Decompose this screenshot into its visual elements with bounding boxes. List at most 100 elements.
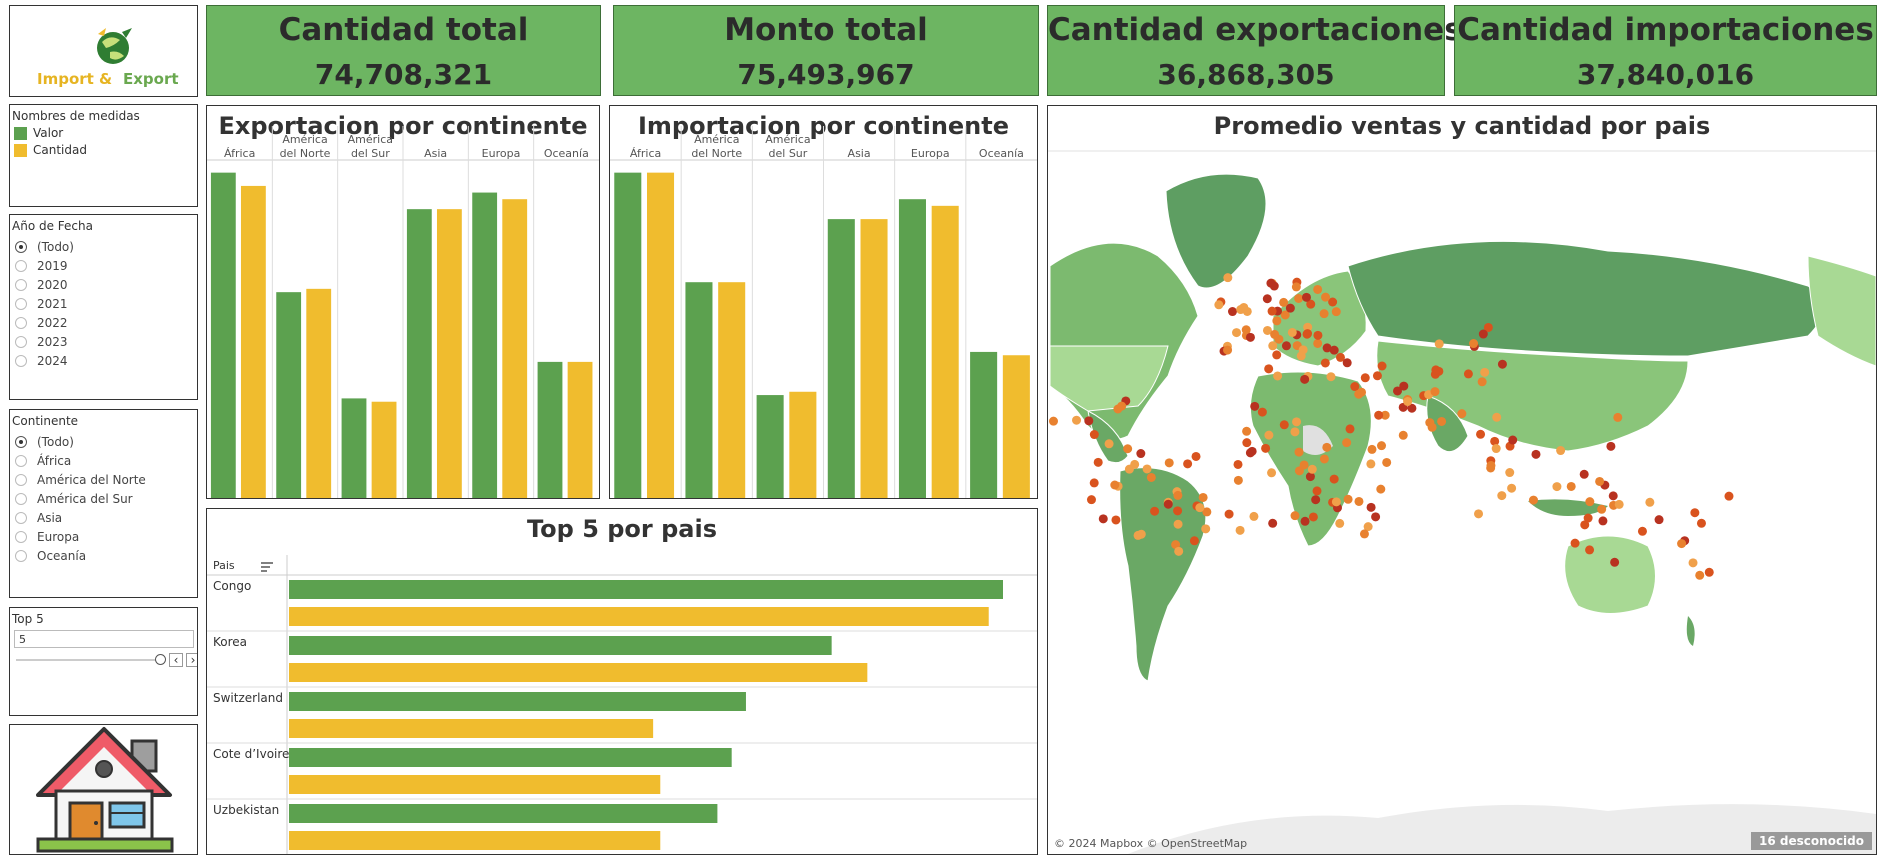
bar-valor[interactable] (537, 361, 563, 498)
country-marker[interactable] (1287, 327, 1297, 337)
country-marker[interactable] (1483, 322, 1493, 332)
country-marker[interactable] (1294, 293, 1304, 303)
country-marker[interactable] (1570, 538, 1580, 548)
country-markers[interactable] (1048, 273, 1734, 580)
country-marker[interactable] (1343, 494, 1353, 504)
country-marker[interactable] (1123, 444, 1133, 454)
country-marker[interactable] (1508, 435, 1518, 445)
country-marker[interactable] (1223, 345, 1233, 355)
top-param-next-button[interactable]: › (186, 653, 197, 667)
country-marker[interactable] (1301, 292, 1311, 302)
country-marker[interactable] (1191, 451, 1201, 461)
country-marker[interactable] (1371, 512, 1381, 522)
country-marker[interactable] (1290, 427, 1300, 437)
country-marker[interactable] (1173, 506, 1183, 516)
country-marker[interactable] (1480, 367, 1490, 377)
country-marker[interactable] (1608, 491, 1618, 501)
country-marker[interactable] (1048, 416, 1058, 426)
year-option-2019[interactable]: 2019 (15, 258, 197, 273)
country-marker[interactable] (1354, 496, 1364, 506)
country-marker[interactable] (1299, 460, 1309, 470)
country-marker[interactable] (1242, 438, 1252, 448)
country-marker[interactable] (1189, 536, 1199, 546)
country-marker[interactable] (1313, 330, 1323, 340)
country-marker[interactable] (1133, 530, 1143, 540)
country-marker[interactable] (1311, 495, 1321, 505)
country-marker[interactable] (1606, 441, 1616, 451)
bar-cantidad[interactable] (289, 775, 661, 794)
country-marker[interactable] (1111, 515, 1121, 525)
country-marker[interactable] (1585, 545, 1595, 555)
country-marker[interactable] (1556, 446, 1566, 456)
country-marker[interactable] (1366, 459, 1376, 469)
country-marker[interactable] (1724, 491, 1734, 501)
country-marker[interactable] (1595, 476, 1605, 486)
country-marker[interactable] (1677, 539, 1687, 549)
country-marker[interactable] (1163, 499, 1173, 509)
country-marker[interactable] (1486, 460, 1496, 470)
country-marker[interactable] (1552, 482, 1562, 492)
bar-valor[interactable] (289, 636, 832, 655)
country-marker[interactable] (1566, 481, 1576, 491)
country-marker[interactable] (1328, 297, 1338, 307)
bar-cantidad[interactable] (436, 209, 462, 498)
country-marker[interactable] (1329, 474, 1339, 484)
country-marker[interactable] (1382, 457, 1392, 467)
country-marker[interactable] (1490, 436, 1500, 446)
bar-cantidad[interactable] (289, 607, 989, 626)
top-param-prev-button[interactable]: ‹ (169, 653, 183, 667)
country-marker[interactable] (1377, 361, 1387, 371)
country-marker[interactable] (1202, 507, 1212, 517)
country-marker[interactable] (1224, 509, 1234, 519)
country-marker[interactable] (1214, 300, 1224, 310)
country-marker[interactable] (1610, 557, 1620, 567)
country-marker[interactable] (1296, 351, 1306, 361)
country-marker[interactable] (1267, 306, 1277, 316)
bar-valor[interactable] (827, 219, 855, 498)
year-option-todo[interactable]: (Todo) (15, 239, 197, 254)
country-marker[interactable] (1262, 294, 1272, 304)
legend-item-valor[interactable]: Valor (14, 126, 197, 140)
bar-valor[interactable] (685, 282, 713, 498)
country-marker[interactable] (1345, 424, 1355, 434)
country-marker[interactable] (1398, 430, 1408, 440)
country-marker[interactable] (1457, 409, 1467, 419)
sort-icon[interactable] (261, 562, 273, 572)
country-marker[interactable] (1463, 369, 1473, 379)
country-marker[interactable] (1319, 454, 1329, 464)
country-marker[interactable] (1688, 558, 1698, 568)
bar-valor[interactable] (756, 395, 784, 498)
country-marker[interactable] (1227, 307, 1237, 317)
country-marker[interactable] (1357, 387, 1367, 397)
top-param-slider-track[interactable] (16, 659, 162, 661)
bar-valor[interactable] (970, 351, 998, 498)
country-marker[interactable] (1407, 403, 1417, 413)
country-marker[interactable] (1269, 281, 1279, 291)
country-marker[interactable] (1376, 484, 1386, 494)
country-marker[interactable] (1654, 515, 1664, 525)
country-marker[interactable] (1377, 441, 1387, 451)
country-marker[interactable] (1285, 303, 1295, 313)
country-marker[interactable] (1146, 472, 1156, 482)
country-marker[interactable] (1474, 509, 1484, 519)
country-marker[interactable] (1264, 430, 1274, 440)
country-marker[interactable] (1249, 511, 1259, 521)
continent-option-america-sur[interactable]: América del Sur (15, 491, 197, 506)
country-marker[interactable] (1690, 508, 1700, 518)
country-marker[interactable] (1242, 426, 1252, 436)
country-marker[interactable] (1580, 520, 1590, 530)
country-marker[interactable] (1497, 359, 1507, 369)
country-marker[interactable] (1262, 325, 1272, 335)
country-marker[interactable] (1427, 422, 1437, 432)
country-marker[interactable] (1492, 412, 1502, 422)
country-marker[interactable] (1272, 316, 1282, 326)
country-marker[interactable] (1437, 416, 1447, 426)
country-marker[interactable] (1393, 386, 1403, 396)
country-marker[interactable] (1072, 415, 1082, 425)
country-marker[interactable] (1272, 350, 1282, 360)
country-marker[interactable] (1478, 329, 1488, 339)
country-marker[interactable] (1086, 495, 1096, 505)
country-marker[interactable] (1173, 519, 1183, 529)
country-marker[interactable] (1300, 516, 1310, 526)
country-marker[interactable] (1322, 343, 1332, 353)
